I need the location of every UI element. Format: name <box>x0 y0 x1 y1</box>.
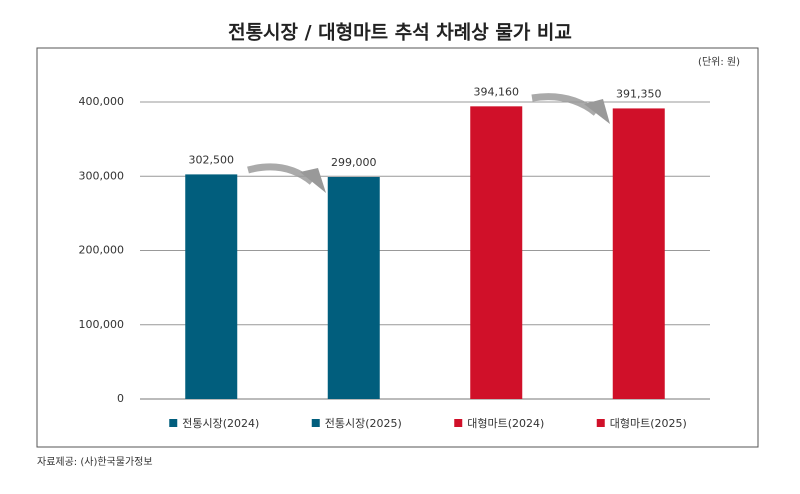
legend-swatch <box>454 419 463 427</box>
y-tick-label: 0 <box>117 392 124 405</box>
legend-label: 대형마트(2024) <box>467 417 544 430</box>
y-tick-label: 300,000 <box>79 169 125 182</box>
source-note: 자료제공: (사)한국물가정보 <box>37 456 153 468</box>
legend-label: 전통시장(2024) <box>182 417 259 430</box>
bar <box>612 108 665 400</box>
y-tick-label: 100,000 <box>79 318 125 331</box>
bar <box>327 176 380 399</box>
legend-swatch <box>311 419 320 427</box>
y-tick-label: 400,000 <box>79 95 125 108</box>
legend-swatch <box>169 419 178 427</box>
y-tick-label: 200,000 <box>79 244 125 257</box>
bar <box>185 174 238 399</box>
legend-label: 전통시장(2025) <box>325 417 402 430</box>
value-label: 391,350 <box>616 87 662 100</box>
value-label: 299,000 <box>331 156 377 169</box>
chart-title: 전통시장 / 대형마트 추석 차례상 물가 비교 <box>228 22 572 44</box>
arrow-head <box>300 168 326 193</box>
legend-swatch <box>596 419 605 427</box>
arrow <box>247 163 315 185</box>
value-label: 394,160 <box>474 85 520 98</box>
arrows <box>247 93 610 193</box>
arrow-head <box>584 99 610 124</box>
value-label: 302,500 <box>189 153 235 166</box>
unit-label: (단위: 원) <box>698 55 740 68</box>
bar <box>470 106 523 400</box>
legend-label: 대형마트(2025) <box>610 417 687 430</box>
chart-frame <box>36 47 759 448</box>
